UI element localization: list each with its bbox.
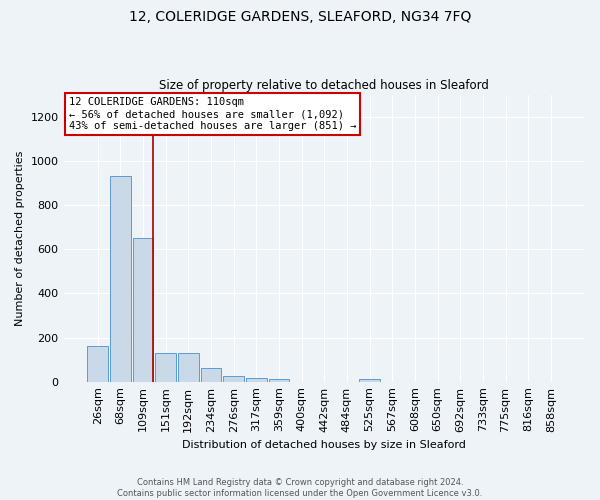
Bar [246, 378, 267, 382]
Text: 12, COLERIDGE GARDENS, SLEAFORD, NG34 7FQ: 12, COLERIDGE GARDENS, SLEAFORD, NG34 7F… [129, 10, 471, 24]
X-axis label: Distribution of detached houses by size in Sleaford: Distribution of detached houses by size … [182, 440, 466, 450]
Bar [269, 379, 289, 382]
Title: Size of property relative to detached houses in Sleaford: Size of property relative to detached ho… [160, 79, 489, 92]
Bar [87, 346, 108, 382]
Bar [359, 379, 380, 382]
Bar [133, 238, 154, 382]
Bar [200, 368, 221, 382]
Bar [155, 353, 176, 382]
Bar [110, 176, 131, 382]
Y-axis label: Number of detached properties: Number of detached properties [15, 150, 25, 326]
Bar [178, 353, 199, 382]
Text: Contains HM Land Registry data © Crown copyright and database right 2024.
Contai: Contains HM Land Registry data © Crown c… [118, 478, 482, 498]
Bar [223, 376, 244, 382]
Text: 12 COLERIDGE GARDENS: 110sqm
← 56% of detached houses are smaller (1,092)
43% of: 12 COLERIDGE GARDENS: 110sqm ← 56% of de… [69, 98, 356, 130]
